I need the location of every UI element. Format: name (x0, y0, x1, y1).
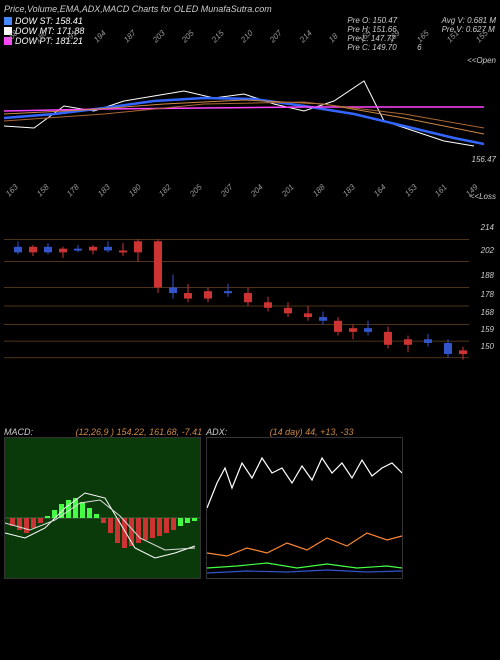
legend-pt: DOW PT: 181.21 (4, 36, 164, 46)
macd-svg (4, 437, 201, 579)
indicator-row: MACD: (12,26,9 ) 154.22, 161.68, -7.41 A… (4, 427, 496, 579)
adx-sub: (14 day) 44, +13, -33 (270, 427, 354, 437)
macd-sub: (12,26,9 ) 154.22, 161.68, -7.41 (76, 427, 203, 437)
legend-st: DOW ST: 158.41 (4, 16, 164, 26)
legend-st-color (4, 17, 12, 25)
candlestick-chart: 1631581781831801822052072042011881831641… (4, 192, 496, 367)
legend-st-label: DOW ST: 158.41 (15, 16, 83, 26)
legend-block: DOW ST: 158.41 DOW MT: 171.88 DOW PT: 18… (4, 16, 164, 52)
price-line-svg (4, 56, 484, 166)
adx-panel: ADX: (14 day) 44, +13, -33 (206, 427, 403, 579)
chart-header: Price,Volume,EMA,ADX,MACD Charts for OLE… (4, 4, 496, 14)
macd-label: MACD: (4, 427, 33, 437)
macd-header: MACD: (12,26,9 ) 154.22, 161.68, -7.41 (4, 427, 202, 437)
chart-title: Price,Volume,EMA,ADX,MACD Charts for OLE… (4, 4, 272, 14)
macd-panel: MACD: (12,26,9 ) 154.22, 161.68, -7.41 (4, 427, 202, 579)
adx-header: ADX: (14 day) 44, +13, -33 (206, 427, 403, 437)
adx-svg (206, 437, 403, 579)
adx-label: ADX: (206, 427, 227, 437)
candlestick-svg (4, 222, 484, 377)
price-line-chart: 1681801911941872032052152102072141816516… (4, 56, 496, 186)
end-value-label: 156.47 (472, 155, 496, 164)
legend-mt: DOW MT: 171.88 (4, 26, 164, 36)
chart1-xlabels: 1681801911941872032052152102072141816516… (4, 166, 496, 182)
loss-tag: <<Loss (470, 192, 496, 201)
open-tag: <<Open (467, 56, 496, 65)
chart2-xlabels: 1631581781831801822052072042011881831641… (4, 192, 496, 206)
